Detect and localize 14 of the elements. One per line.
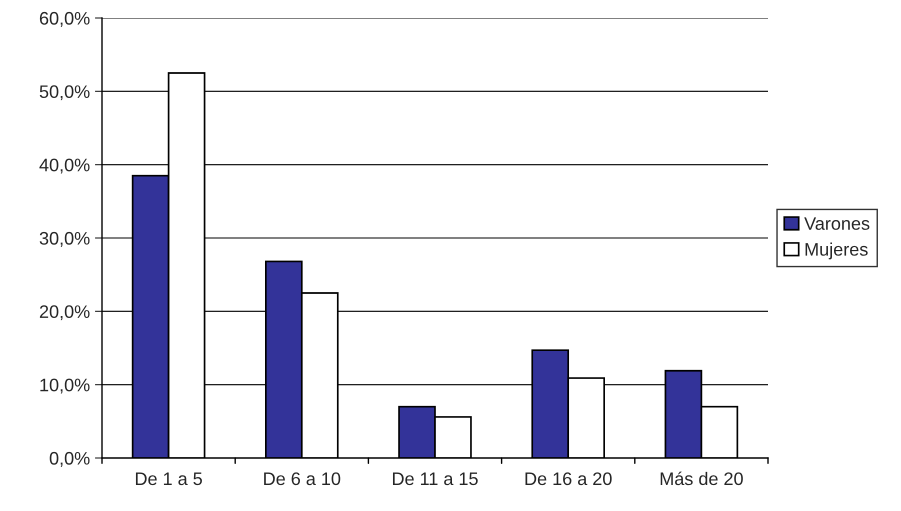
y-tick-label: 50,0% <box>40 85 90 100</box>
y-tick-label: 40,0% <box>39 158 90 174</box>
legend-label: Mujeres <box>806 242 868 260</box>
y-tick-label: 30,0% <box>40 232 90 247</box>
x-tick-label: De 1 a 5 <box>136 472 202 486</box>
x-tick-label: De 6 a 10 <box>264 472 340 486</box>
x-tick-label: De 16 a 20 <box>526 472 612 486</box>
x-tick-label: Más de 20 <box>660 472 743 486</box>
legend-label: Varones <box>804 217 870 230</box>
x-tick-label: De 11 a 15 <box>392 472 478 486</box>
y-tick-label: 60,0% <box>40 12 90 27</box>
y-tick-label: 10,0% <box>40 378 90 394</box>
y-tick-label: 20,0% <box>40 305 90 320</box>
y-tick-label: 0,0% <box>50 452 90 467</box>
